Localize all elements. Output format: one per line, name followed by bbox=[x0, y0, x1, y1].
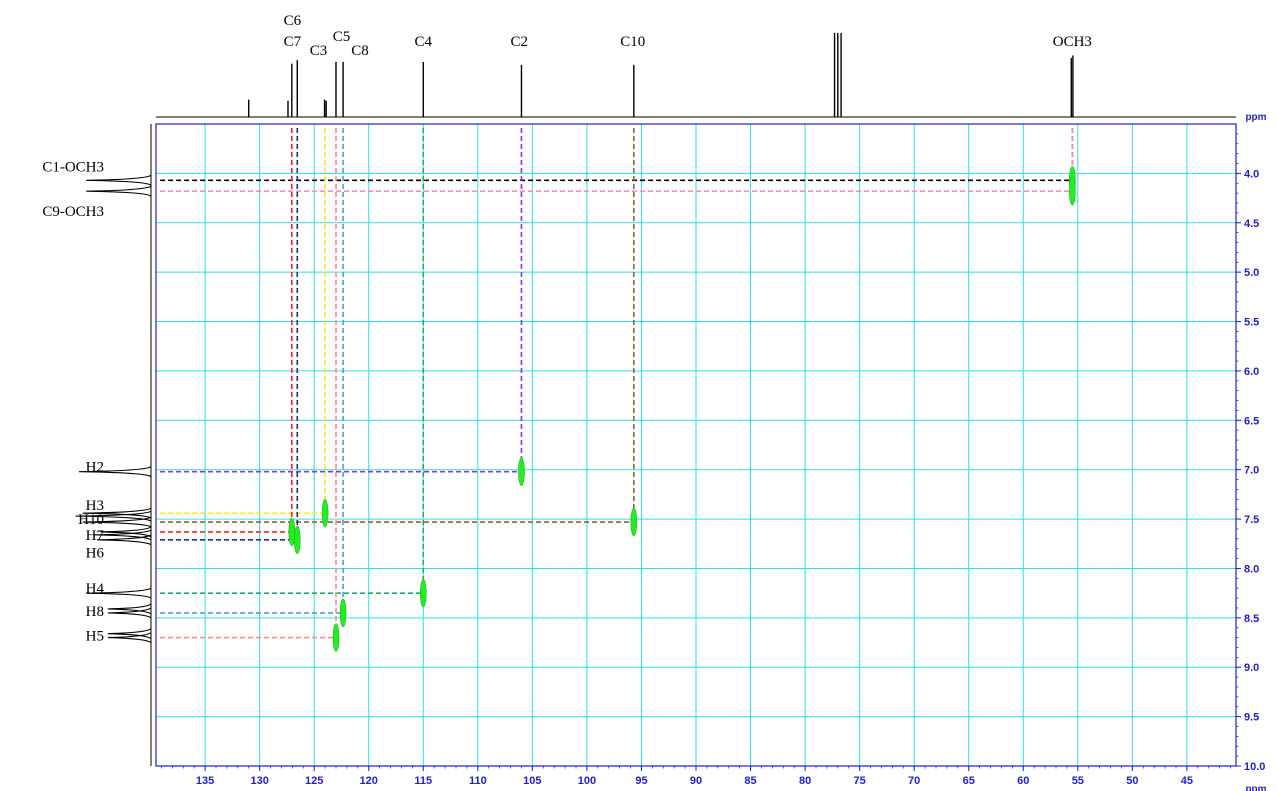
x-unit-label: ppm bbox=[1245, 784, 1266, 791]
left-peak-label: H10 bbox=[78, 512, 104, 528]
x-tick-label: 70 bbox=[908, 775, 920, 787]
left-peak bbox=[107, 632, 152, 644]
top-peak-label: C6 bbox=[284, 13, 302, 29]
x-tick-label: 75 bbox=[854, 775, 866, 787]
top-peak-label: C8 bbox=[351, 43, 369, 59]
y-tick-label: 8.0 bbox=[1244, 563, 1259, 575]
x-tick-label: 130 bbox=[250, 775, 268, 787]
cross-peaks bbox=[288, 166, 1076, 652]
left-peak bbox=[86, 185, 152, 197]
top-peak-label: C10 bbox=[620, 34, 645, 50]
y-tick-label: 7.0 bbox=[1244, 465, 1259, 477]
top-peak-label: C3 bbox=[310, 43, 328, 59]
left-peak bbox=[93, 529, 152, 541]
x-tick-label: 135 bbox=[196, 775, 214, 787]
cross-peak bbox=[294, 525, 301, 555]
left-peak-label: H5 bbox=[86, 629, 104, 645]
left-peak bbox=[107, 607, 152, 619]
y-tick-label: 4.0 bbox=[1244, 168, 1259, 180]
left-peak bbox=[96, 534, 152, 546]
left-1d-spectrum bbox=[75, 124, 152, 766]
x-tick-label: 45 bbox=[1181, 775, 1193, 787]
x-tick-label: 115 bbox=[414, 775, 432, 787]
x-tick-label: 95 bbox=[635, 775, 647, 787]
top-peak-label: OCH3 bbox=[1053, 34, 1092, 50]
left-peak-label: C1-OCH3 bbox=[42, 159, 104, 175]
left-peak bbox=[82, 507, 152, 519]
x-tick-label: 65 bbox=[963, 775, 975, 787]
x-tick-label: 125 bbox=[305, 775, 323, 787]
cross-peak bbox=[420, 578, 427, 608]
cross-peak bbox=[518, 457, 525, 486]
cross-peak bbox=[321, 498, 329, 528]
y-tick-label: 10.0 bbox=[1244, 761, 1265, 773]
left-peak bbox=[100, 526, 152, 538]
x-tick-label: 105 bbox=[523, 775, 541, 787]
top-peak-label: C7 bbox=[284, 34, 302, 50]
top-peak-label: C4 bbox=[415, 34, 433, 50]
y-tick-label: 5.5 bbox=[1244, 317, 1259, 329]
cross-peak bbox=[288, 517, 296, 547]
y-tick-label: 6.0 bbox=[1244, 366, 1259, 378]
y-tick-label: 4.5 bbox=[1244, 218, 1259, 230]
x-tick-label: 60 bbox=[1017, 775, 1029, 787]
top-1d-spectrum bbox=[156, 32, 1236, 118]
y-tick-label: 7.5 bbox=[1244, 514, 1259, 526]
left-peak-label: H2 bbox=[86, 460, 104, 476]
y-tick-label: 9.5 bbox=[1244, 712, 1259, 724]
left-peak bbox=[107, 603, 152, 615]
x-tick-label: 120 bbox=[360, 775, 378, 787]
cross-peak bbox=[339, 598, 347, 628]
grid bbox=[156, 124, 1236, 767]
y-tick-label: 5.0 bbox=[1244, 267, 1259, 279]
cross-peak bbox=[630, 507, 638, 537]
y-unit-label: ppm bbox=[1245, 112, 1266, 123]
left-peak bbox=[86, 587, 152, 599]
left-peak bbox=[107, 628, 152, 640]
x-tick-label: 100 bbox=[578, 775, 596, 787]
cross-peak bbox=[332, 623, 340, 652]
x-tick-label: 50 bbox=[1126, 775, 1138, 787]
top-peak-label: C5 bbox=[333, 29, 351, 45]
x-tick-label: 85 bbox=[744, 775, 756, 787]
cross-peak bbox=[1069, 176, 1076, 206]
x-tick-label: 90 bbox=[690, 775, 702, 787]
axes: 135 130 125 120 115 110 105 100 95 90 85 80 75 70 65 60… bbox=[155, 112, 1267, 791]
left-peak bbox=[82, 516, 152, 528]
left-peak-label: H3 bbox=[86, 498, 104, 514]
left-peak bbox=[86, 174, 152, 186]
y-tick-label: 9.0 bbox=[1244, 662, 1259, 674]
x-tick-label: 55 bbox=[1072, 775, 1084, 787]
left-peak-label: H8 bbox=[86, 604, 104, 620]
left-peak-label: H7 bbox=[86, 528, 105, 544]
left-peak-label: C9-OCH3 bbox=[42, 204, 104, 220]
left-peak-label: H4 bbox=[86, 581, 105, 597]
left-peak bbox=[78, 466, 152, 478]
x-tick-label: 80 bbox=[799, 775, 811, 787]
top-peak-label: C2 bbox=[511, 34, 529, 50]
correlation-guides bbox=[160, 128, 1074, 639]
y-tick-label: 8.5 bbox=[1244, 613, 1259, 625]
y-tick-label: 6.5 bbox=[1244, 415, 1259, 427]
left-peak-label: H6 bbox=[86, 546, 105, 562]
x-tick-label: 110 bbox=[469, 775, 487, 787]
